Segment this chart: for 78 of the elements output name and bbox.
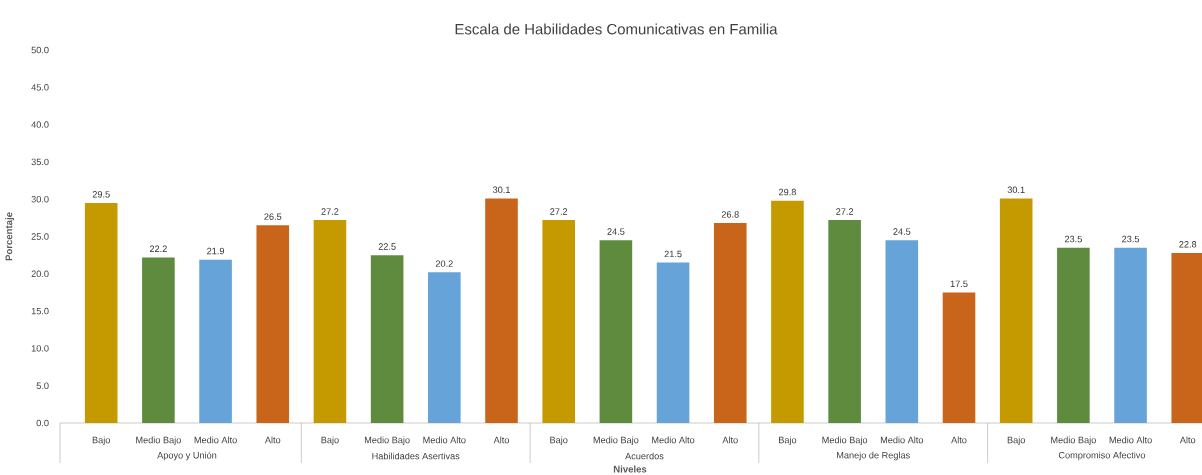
y-tick-label: 20.0	[31, 270, 49, 278]
text: Habilidades Asertivas	[372, 452, 460, 460]
data-label: 24.5	[893, 228, 911, 235]
bar	[885, 240, 919, 423]
data-label: 21.5	[664, 250, 682, 258]
x-tick-label: Medio Bajo	[136, 436, 181, 446]
y-tick-label: 40.0	[31, 121, 49, 128]
x-tick-label: Medio Alto	[423, 436, 466, 444]
x-tick-label: Medio Bajo	[364, 436, 410, 446]
x-tick-label: Alto	[1179, 436, 1196, 444]
data-label: 27.2	[836, 208, 854, 215]
x-tick-label: Alto	[722, 436, 738, 444]
data-label: 23.5	[1064, 235, 1082, 243]
data-label: 20.2	[435, 260, 453, 267]
x-axis-title: Niveles	[613, 465, 647, 473]
x-tick-label: Medio Alto	[880, 436, 924, 444]
data-label: 22.5	[378, 243, 396, 250]
y-tick-label: 10.0	[31, 345, 49, 352]
bar	[485, 198, 518, 423]
data-label: 27.2	[550, 208, 568, 215]
data-label: 22.2	[149, 245, 167, 252]
y-tick-label: 50.0	[31, 46, 49, 54]
data-label: 23.5	[1122, 235, 1140, 243]
bar	[542, 220, 575, 423]
y-tick-label: 45.0	[31, 84, 49, 91]
data-label: 29.5	[92, 191, 110, 198]
bar	[828, 220, 861, 423]
x-tick-label: Medio Alto	[652, 436, 695, 444]
x-tick-label: Bajo	[92, 436, 110, 446]
x-tick-label: Medio Bajo	[822, 436, 868, 446]
x-tick-label: Medio Alto	[194, 436, 237, 444]
bar	[656, 262, 690, 423]
x-tick-label: Bajo	[779, 436, 797, 446]
x-tick-label: Medio Alto	[1109, 436, 1152, 444]
x-tick-label: Bajo	[1007, 436, 1025, 446]
data-label: 21.9	[207, 247, 225, 255]
bar	[428, 272, 461, 423]
bar	[599, 240, 633, 423]
bar	[942, 292, 976, 423]
x-tick-label: Medio Bajo	[1051, 436, 1096, 446]
y-tick-label: 5.0	[36, 382, 49, 389]
bar	[313, 220, 347, 423]
text: Apoyo y Unión	[157, 451, 217, 461]
bar	[142, 257, 175, 423]
data-label: 30.1	[1007, 186, 1025, 194]
data-label: 30.1	[492, 186, 510, 194]
bar	[713, 223, 747, 423]
data-label: 26.5	[264, 213, 282, 220]
chart-title: Escala de Habilidades Comunicativas en Familia	[455, 23, 778, 35]
bar	[84, 202, 118, 423]
text: Acuerdos	[625, 452, 664, 460]
text: Compromiso Afectivo	[1058, 451, 1146, 461]
bar	[1114, 247, 1147, 423]
x-tick-label: Bajo	[550, 436, 568, 446]
bar	[370, 255, 404, 423]
bar	[199, 259, 232, 423]
bar	[999, 198, 1033, 423]
bar	[771, 200, 804, 423]
bar	[256, 225, 290, 423]
data-label: 27.2	[321, 208, 339, 215]
data-label: 26.8	[721, 211, 739, 218]
y-axis-title: Porcentaje	[5, 212, 15, 261]
y-tick-label: 15.0	[31, 307, 49, 315]
data-label: 29.8	[778, 188, 796, 196]
y-tick-label: 25.0	[31, 233, 49, 240]
bar	[1057, 247, 1090, 423]
x-tick-label: Alto	[264, 436, 281, 444]
data-label: 22.8	[1179, 241, 1197, 248]
y-tick-label: 30.0	[31, 195, 49, 203]
x-tick-label: Bajo	[321, 436, 339, 446]
x-tick-label: Alto	[951, 436, 967, 444]
x-tick-label: Alto	[493, 436, 510, 444]
text: Manejo de Reglas	[837, 451, 910, 461]
x-tick-label: Medio Bajo	[593, 436, 639, 446]
data-label: 17.5	[950, 280, 968, 288]
y-tick-label: 0.0	[36, 419, 49, 427]
y-tick-label: 35.0	[31, 158, 49, 166]
data-label: 24.5	[607, 228, 625, 235]
